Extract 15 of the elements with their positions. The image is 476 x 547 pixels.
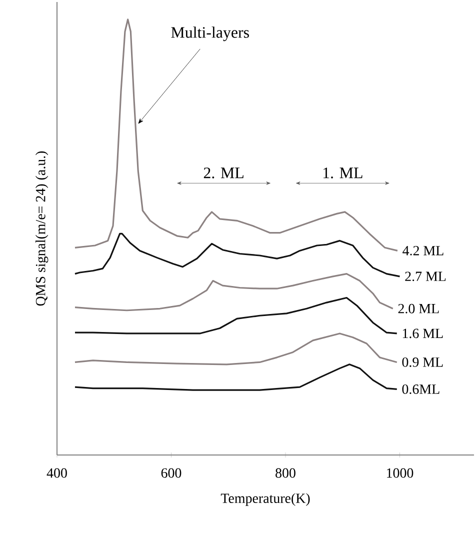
x-axis-title: Temperature(K) (220, 493, 310, 506)
series-label: 4.2 ML (402, 246, 444, 256)
annotation: 2. ML (204, 168, 244, 178)
x-tick-label: 1000 (387, 468, 414, 478)
y-axis-title: QMS signal(m/e= 24) (a.u.) (35, 151, 48, 306)
series-label: 1.6 ML (402, 328, 443, 338)
x-tick-label: 400 (46, 468, 67, 478)
x-tick-label: 600 (161, 468, 182, 478)
x-tick-label: 800 (276, 468, 296, 478)
series-label: 0.9 ML (402, 357, 443, 367)
series-label: 2.0 ML (398, 304, 439, 314)
annotation: 1. ML (323, 168, 362, 178)
annotation: Multi-layers (171, 26, 249, 42)
series-label: 0.6ML (402, 384, 440, 394)
series-label: 2.7 ML (405, 272, 446, 282)
